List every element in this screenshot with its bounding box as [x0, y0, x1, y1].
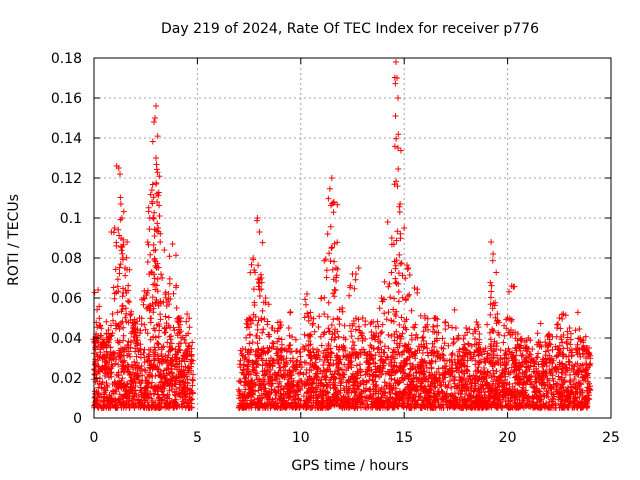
x-tick-label: 25	[602, 430, 620, 446]
chart-title: Day 219 of 2024, Rate Of TEC Index for r…	[161, 21, 539, 37]
y-tick-label: 0.12	[51, 171, 82, 187]
y-tick-label: 0.06	[51, 291, 82, 307]
y-tick-label: 0.02	[51, 371, 82, 387]
y-tick-label: 0	[73, 411, 82, 427]
x-tick-labels: 0 5 10 15 20 25	[90, 430, 620, 446]
y-tick-label: 0.16	[51, 91, 82, 107]
y-tick-label: 0.18	[51, 51, 82, 67]
x-tick-label: 15	[395, 430, 413, 446]
x-tick-label: 20	[499, 430, 517, 446]
y-tick-label: 0.04	[51, 331, 82, 347]
y-tick-label: 0.1	[60, 211, 82, 227]
x-tick-label: 0	[90, 430, 99, 446]
y-axis-label: ROTI / TECUs	[6, 194, 22, 286]
y-tick-label: 0.08	[51, 251, 82, 267]
y-tick-label: 0.14	[51, 131, 82, 147]
x-axis-label: GPS time / hours	[291, 458, 408, 474]
plot-frame	[93, 57, 612, 419]
axis-ticks	[93, 57, 612, 419]
roti-markers	[90, 59, 594, 411]
y-tick-labels: 0 0.02 0.04 0.06 0.08 0.1 0.12 0.14 0.16 0.18	[51, 51, 82, 427]
data-points	[90, 59, 594, 411]
x-tick-label: 10	[292, 430, 310, 446]
x-tick-label: 5	[193, 430, 202, 446]
